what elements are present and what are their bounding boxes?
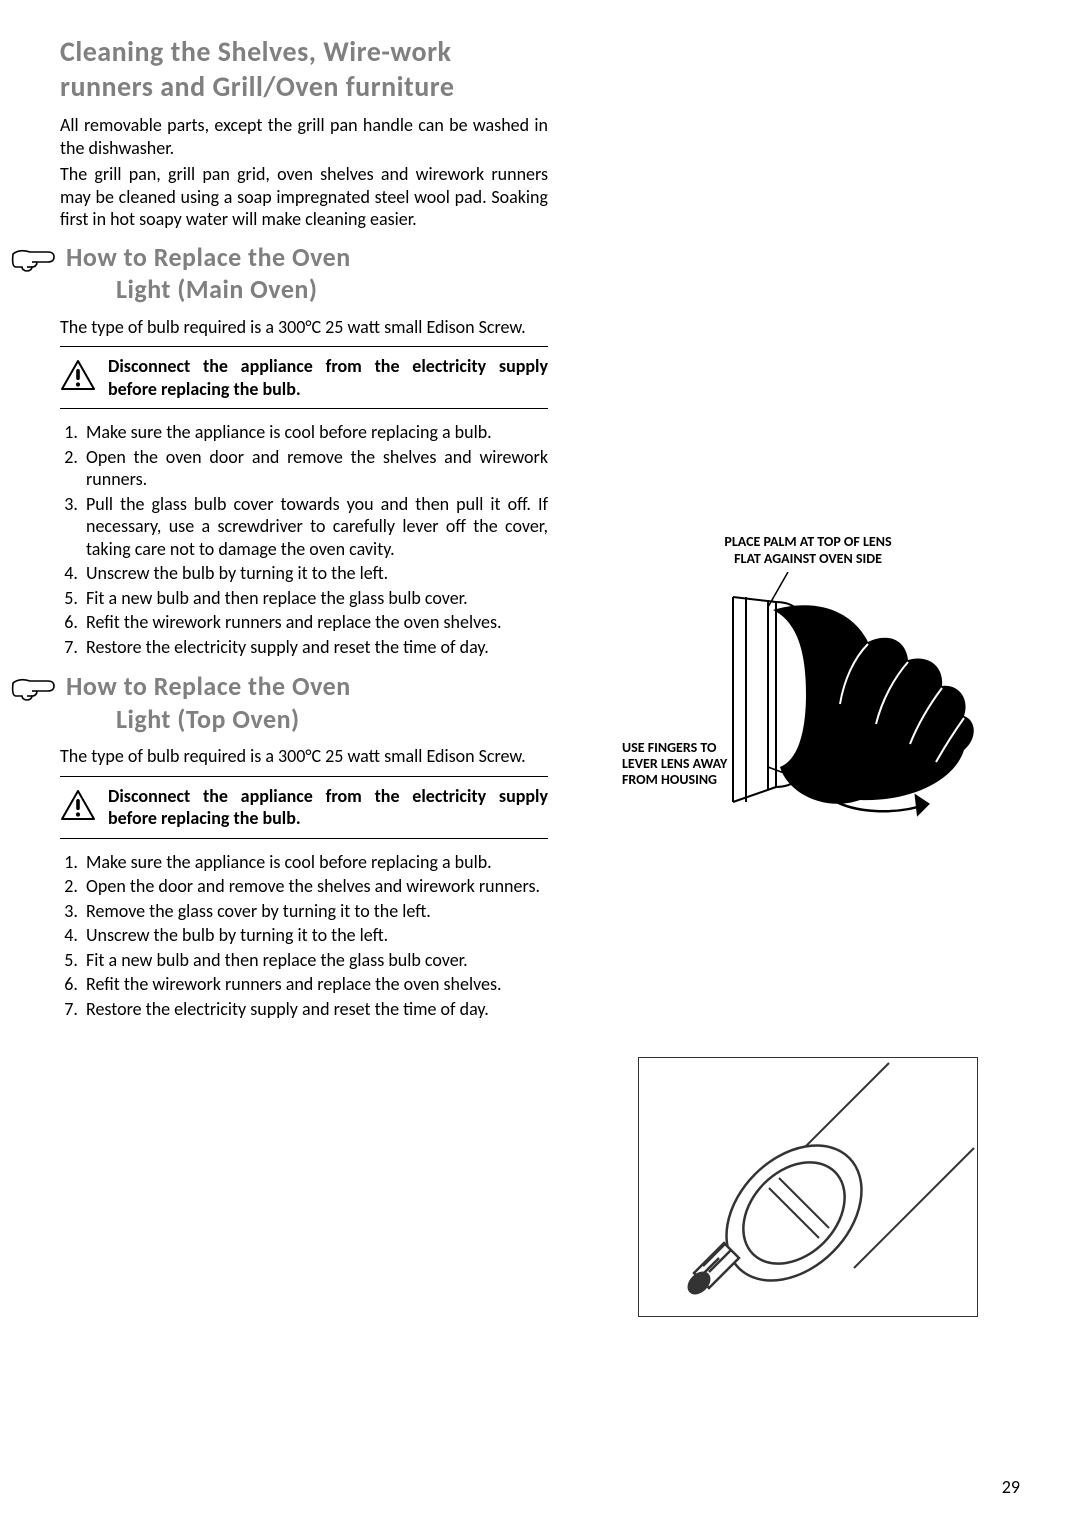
left-column: Cleaning the Shelves, Wire-work runners … <box>60 34 548 1317</box>
label-l2: LEVER LENS AWAY <box>622 755 727 772</box>
page-number: 29 <box>1002 1476 1020 1498</box>
list-item: Open the door and remove the shelves and… <box>82 875 548 898</box>
diagram1-caption: PLACE PALM AT TOP OF LENS FLAT AGAINST O… <box>638 534 978 568</box>
section2-warning: Disconnect the appliance from the electr… <box>60 346 548 409</box>
warning-triangle-icon <box>60 359 96 391</box>
section2-title-l1: How to Replace the Oven <box>66 241 351 273</box>
section1-title: Cleaning the Shelves, Wire-work runners … <box>60 34 548 104</box>
section2-title: How to Replace the Oven <box>66 241 351 274</box>
diagram1-label: USE FINGERS TO LEVER LENS AWAY FROM HOUS… <box>622 740 727 788</box>
section3-title: How to Replace the Oven <box>66 670 351 703</box>
label-l3: FROM HOUSING <box>622 771 717 788</box>
caption-l1: PLACE PALM AT TOP OF LENS <box>724 533 891 550</box>
list-item: Pull the glass bulb cover towards you an… <box>82 493 548 561</box>
list-item: Make sure the appliance is cool before r… <box>82 851 548 874</box>
section2-intro: The type of bulb required is a 300°C 25 … <box>60 316 548 339</box>
list-item: Unscrew the bulb by turning it to the le… <box>82 924 548 947</box>
label-l1: USE FINGERS TO <box>622 739 716 756</box>
pointing-hand-icon <box>10 243 56 273</box>
list-item: Unscrew the bulb by turning it to the le… <box>82 562 548 585</box>
section3-intro: The type of bulb required is a 300°C 25 … <box>60 745 548 768</box>
list-item: Fit a new bulb and then replace the glas… <box>82 949 548 972</box>
warning-triangle-icon <box>60 789 96 821</box>
list-item: Fit a new bulb and then replace the glas… <box>82 587 548 610</box>
lens-diagram: PLACE PALM AT TOP OF LENS FLAT AGAINST O… <box>638 534 978 817</box>
section2-steps: Make sure the appliance is cool before r… <box>60 421 548 658</box>
diagram1-graphic: USE FINGERS TO LEVER LENS AWAY FROM HOUS… <box>638 572 978 817</box>
list-item: Remove the glass cover by turning it to … <box>82 900 548 923</box>
section3-warning: Disconnect the appliance from the electr… <box>60 776 548 839</box>
section3-warning-text: Disconnect the appliance from the electr… <box>108 785 548 830</box>
pointing-hand-icon <box>10 672 56 702</box>
right-column: PLACE PALM AT TOP OF LENS FLAT AGAINST O… <box>578 34 1048 1317</box>
bulb-diagram <box>638 1057 978 1317</box>
section2-warning-text: Disconnect the appliance from the electr… <box>108 355 548 400</box>
list-item: Restore the electricity supply and reset… <box>82 636 548 659</box>
list-item: Refit the wirework runners and replace t… <box>82 973 548 996</box>
section1-para2: The grill pan, grill pan grid, oven shel… <box>60 163 548 231</box>
section2-title-l2: Light (Main Oven) <box>60 273 548 306</box>
section3-title-l2: Light (Top Oven) <box>60 703 548 736</box>
list-item: Make sure the appliance is cool before r… <box>82 421 548 444</box>
section1-para1: All removable parts, except the grill pa… <box>60 114 548 159</box>
list-item: Open the oven door and remove the shelve… <box>82 446 548 491</box>
section3-title-l1: How to Replace the Oven <box>66 670 351 702</box>
section3-steps: Make sure the appliance is cool before r… <box>60 851 548 1021</box>
list-item: Refit the wirework runners and replace t… <box>82 611 548 634</box>
page: Cleaning the Shelves, Wire-work runners … <box>0 0 1080 1357</box>
list-item: Restore the electricity supply and reset… <box>82 998 548 1021</box>
caption-l2: FLAT AGAINST OVEN SIDE <box>734 550 882 567</box>
